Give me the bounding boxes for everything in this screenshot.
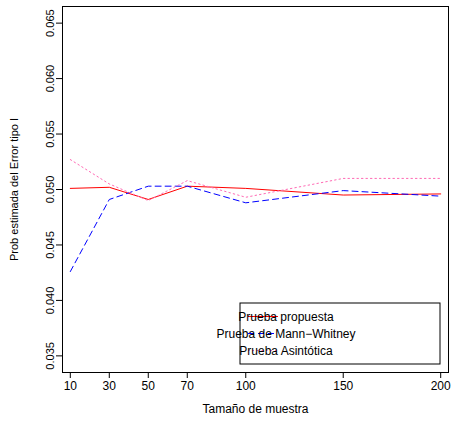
svg-text:10: 10	[64, 379, 78, 393]
svg-text:Tamaño de muestra: Tamaño de muestra	[202, 402, 308, 416]
svg-text:0.055: 0.055	[44, 120, 56, 148]
svg-text:Prob estimada del Error tipo I: Prob estimada del Error tipo I	[8, 118, 20, 261]
svg-text:70: 70	[181, 379, 195, 393]
svg-text:50: 50	[142, 379, 156, 393]
svg-text:0.035: 0.035	[44, 342, 56, 370]
svg-text:0.045: 0.045	[44, 231, 56, 259]
svg-text:0.060: 0.060	[44, 65, 56, 93]
svg-text:200: 200	[431, 379, 451, 393]
svg-text:Prueba Asintótica: Prueba Asintótica	[239, 344, 333, 358]
svg-text:30: 30	[103, 379, 117, 393]
svg-text:Prueba propuesta: Prueba propuesta	[238, 310, 334, 324]
svg-text:0.065: 0.065	[44, 9, 56, 37]
svg-text:0.040: 0.040	[44, 287, 56, 315]
svg-text:Prueba de Mann−Whitney: Prueba de Mann−Whitney	[216, 327, 355, 341]
svg-text:0.050: 0.050	[44, 176, 56, 204]
svg-text:150: 150	[333, 379, 353, 393]
svg-text:100: 100	[236, 379, 256, 393]
